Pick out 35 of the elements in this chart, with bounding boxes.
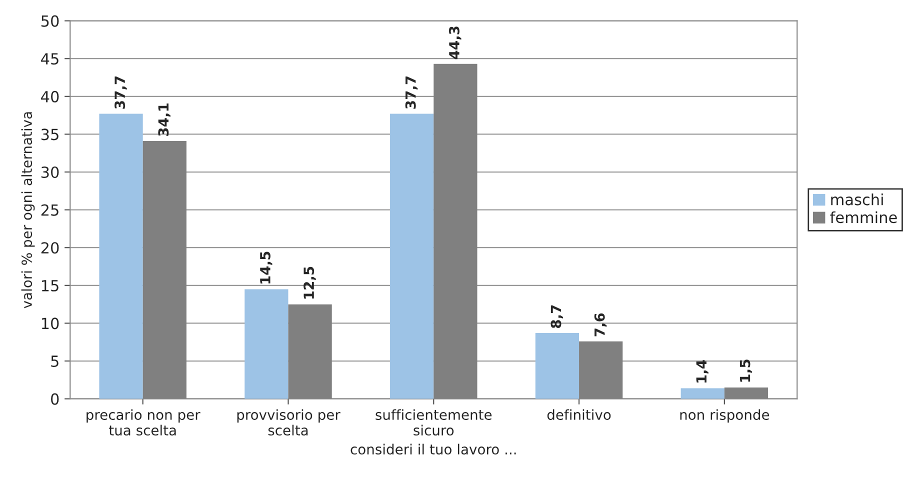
legend-label: maschi <box>831 194 883 206</box>
legend-label: femmine <box>830 211 897 224</box>
y-tick-label: 25 <box>41 204 58 216</box>
data-label: 44,3 <box>448 26 462 60</box>
y-tick-label: 45 <box>41 53 58 65</box>
y-tick-label: 40 <box>41 90 59 102</box>
data-label: 34,1 <box>158 104 170 136</box>
y-tick-label: 15 <box>42 280 58 292</box>
data-label: 14,5 <box>260 252 272 284</box>
x-axis-title: consideri il tuo lavoro ... <box>350 444 516 455</box>
data-label: 7,6 <box>594 313 607 336</box>
y-tick-label: 30 <box>41 166 59 178</box>
bar <box>244 289 288 399</box>
y-tick-label: 0 <box>51 393 59 405</box>
x-tick-label: non risponde <box>680 409 770 423</box>
y-tick-label: 10 <box>42 318 59 330</box>
bar <box>390 114 434 399</box>
data-label: 1,4 <box>696 360 708 382</box>
bar <box>99 114 143 399</box>
bar <box>535 333 580 399</box>
x-tick-label: provvisorio per scelta <box>237 409 340 436</box>
x-tick-label: sufficientemente sicuro <box>376 409 492 436</box>
x-tick-label: definitivo <box>547 409 611 420</box>
y-tick-label: 20 <box>41 242 59 254</box>
data-label: 37,7 <box>114 76 127 109</box>
y-tick-label: 50 <box>41 15 59 27</box>
data-label: 8,7 <box>550 305 564 328</box>
data-label: 37,7 <box>405 76 418 109</box>
data-label: 12,5 <box>304 266 316 299</box>
data-label: 1,5 <box>740 360 752 382</box>
x-tick-label: precario non per tua scelta <box>86 409 200 436</box>
y-tick-label: 35 <box>41 128 58 140</box>
y-tick-label: 5 <box>51 356 58 368</box>
bar <box>680 388 724 399</box>
y-axis-title: valori % per ogni alternativa <box>21 112 35 308</box>
